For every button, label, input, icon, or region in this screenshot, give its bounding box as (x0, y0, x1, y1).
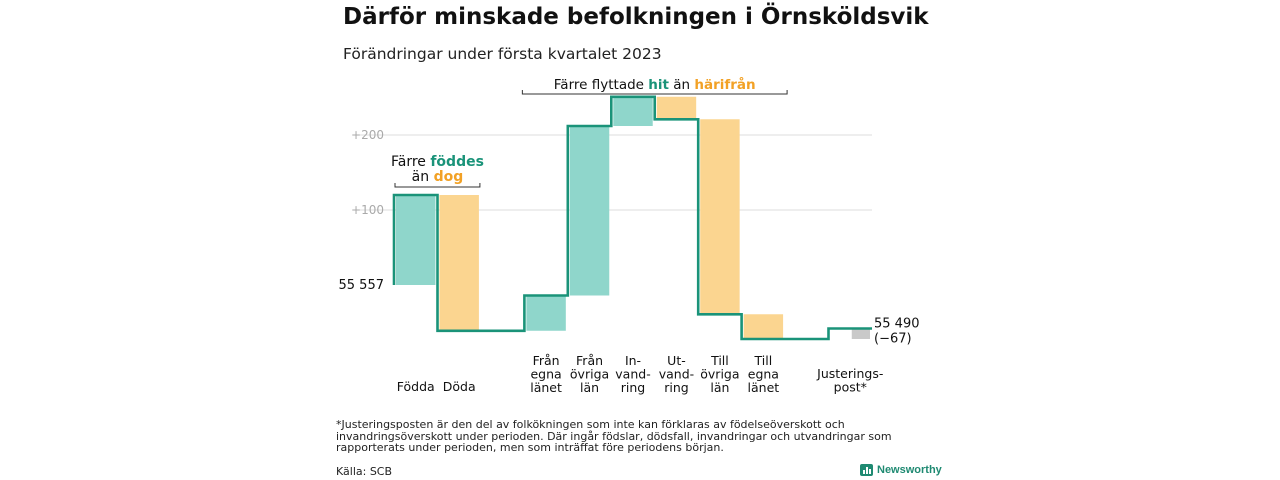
bar-chart-icon (860, 464, 873, 476)
births-bracket (394, 183, 481, 188)
category-label: Till övriga län (700, 353, 739, 395)
category-label: Från egna länet (530, 353, 562, 395)
category-label: Döda (443, 379, 476, 394)
migration-bracket (521, 90, 788, 95)
waterfall-bar (613, 96, 653, 126)
waterfall-bar (700, 119, 740, 315)
chart-title: Därför minskade befolkningen i Örnskölds… (343, 4, 929, 30)
chart-subtitle: Förändringar under första kvartalet 2023 (343, 45, 662, 63)
waterfall-bar (439, 195, 479, 331)
waterfall-bar (396, 195, 436, 285)
category-label: Justerings-post* (816, 366, 883, 395)
brand-logo[interactable]: Newsworthy (860, 464, 942, 476)
waterfall-bar (526, 295, 566, 331)
cumulative-line (392, 95, 872, 341)
migration-annotation: Färre flyttade hit än härifrån (554, 76, 756, 93)
births-annotation-line1: Färre föddes (391, 154, 484, 170)
waterfall-bar (656, 96, 697, 120)
end-change-label: (−67) (874, 332, 912, 347)
y-tick-label: +100 (351, 203, 384, 217)
category-label: Födda (397, 379, 435, 394)
waterfall-bar (851, 328, 870, 339)
end-value-label: 55 490 (874, 317, 920, 332)
category-label: Ut-vand-ring (659, 353, 694, 395)
category-label: In-vand-ring (615, 353, 650, 395)
source-credit: Källa: SCB (336, 465, 393, 478)
waterfall-bar (569, 126, 610, 296)
category-label: Till egna länet (748, 353, 780, 395)
category-label: Från övriga län (570, 353, 609, 395)
start-value-label: 55 557 (339, 278, 385, 293)
births-annotation-line2: än dog (412, 169, 464, 185)
brand-name: Newsworthy (877, 464, 942, 476)
footnote: *Justeringsposten är den del av folkökni… (336, 418, 892, 454)
y-tick-label: +200 (351, 128, 384, 142)
waterfall-bar (743, 314, 784, 339)
